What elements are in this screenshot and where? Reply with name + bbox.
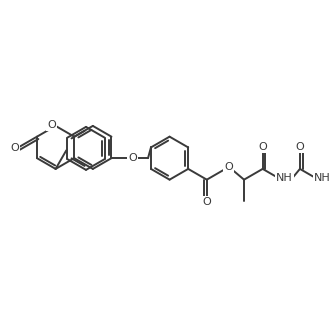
Text: O: O xyxy=(10,144,19,153)
Text: O: O xyxy=(202,197,211,207)
Text: O: O xyxy=(258,142,267,152)
Text: O: O xyxy=(296,142,304,152)
Text: O: O xyxy=(47,120,56,130)
Text: NH: NH xyxy=(314,173,330,183)
Text: NH: NH xyxy=(276,173,293,183)
Text: O: O xyxy=(224,162,233,172)
Text: O: O xyxy=(128,153,137,163)
